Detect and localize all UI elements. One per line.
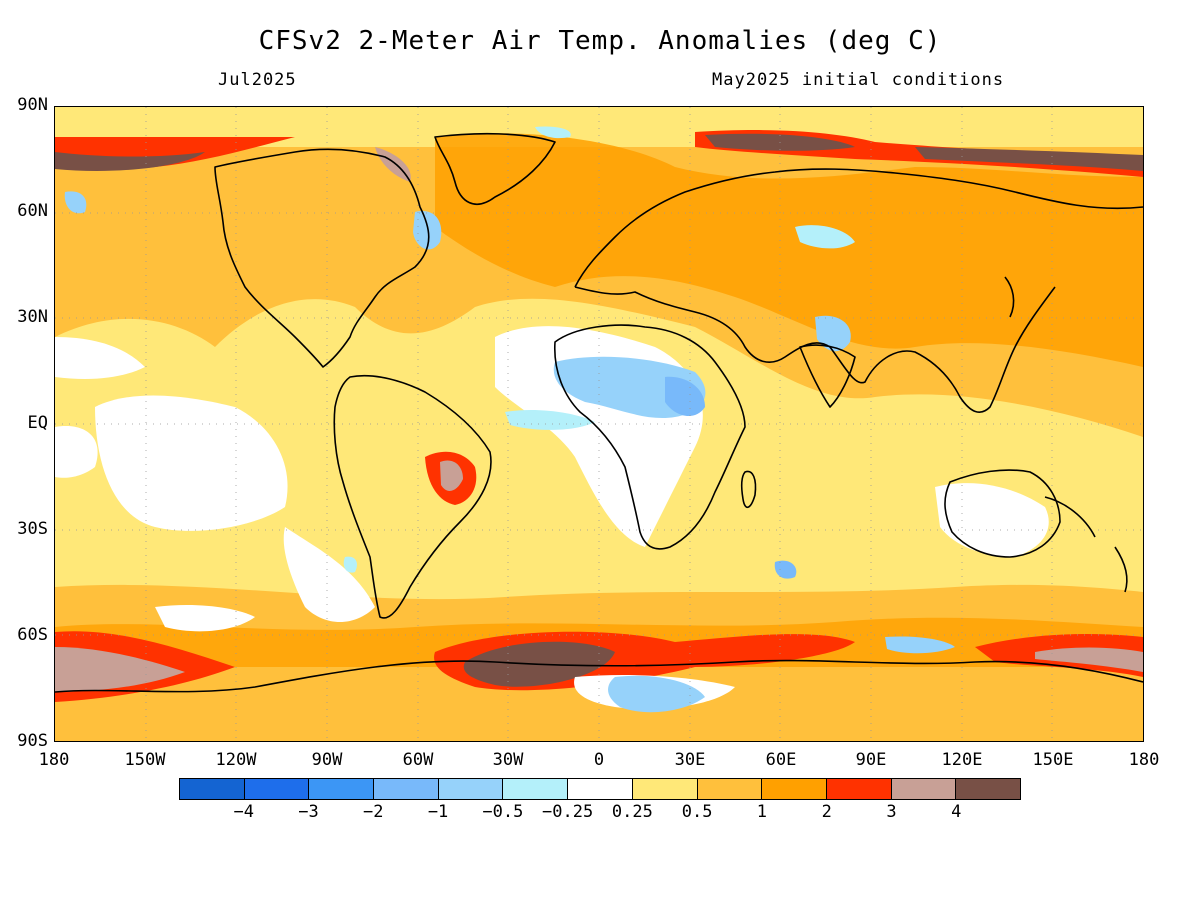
lon-label-30w: 30W [492,750,524,770]
colorbar-swatch [180,779,245,799]
lat-label-90s: 90S [17,731,48,751]
colorbar [179,778,1021,800]
colorbar-label: −0.5 [482,802,524,822]
lon-label-90w: 90W [311,750,343,770]
lon-label-120w: 120W [215,750,257,770]
colorbar-label: −1 [427,802,449,822]
lat-label-90n: 90N [17,95,48,115]
lon-label-0: 0 [593,750,605,770]
lat-label-eq: EQ [27,413,48,433]
colorbar-label: −4 [233,802,255,822]
colorbar-swatch [956,779,1020,799]
lon-label-150e: 150E [1032,750,1074,770]
lon-label-60e: 60E [765,750,797,770]
colorbar-label: −0.25 [542,802,594,822]
colorbar-swatch [503,779,569,799]
lat-label-30s: 30S [17,519,48,539]
lon-label-60w: 60W [402,750,434,770]
colorbar-label: 1 [756,802,768,822]
colorbar-swatch [826,779,892,799]
lon-label-150w: 150W [124,750,166,770]
lon-label-180w: 180 [38,750,70,770]
colorbar-swatch [438,779,504,799]
colorbar-swatch [374,779,439,799]
colorbar-swatch [244,779,310,799]
lon-label-120e: 120E [941,750,983,770]
lon-label-30e: 30E [674,750,706,770]
anomaly-map [54,106,1144,742]
colorbar-swatch [309,779,375,799]
colorbar-swatch [697,779,763,799]
colorbar-swatch [762,779,827,799]
init-conditions-label: May2025 initial conditions [712,70,1005,90]
colorbar-swatch [568,779,633,799]
colorbar-label: 0.25 [611,802,653,822]
colorbar-label: −2 [363,802,384,822]
colorbar-label: 4 [951,802,962,822]
colorbar-swatch [632,779,698,799]
colorbar-label: −3 [298,802,319,822]
anomaly-field [55,107,1143,741]
lat-label-30n: 30N [17,307,48,327]
colorbar-label: 2 [821,802,832,822]
colorbar-label: 0.5 [681,802,713,822]
chart-title: CFSv2 2-Meter Air Temp. Anomalies (deg C… [258,26,942,56]
lon-label-90e: 90E [855,750,887,770]
valid-month-label: Jul2025 [218,70,297,90]
lat-label-60n: 60N [17,201,48,221]
colorbar-label: 3 [886,802,897,822]
lat-label-60s: 60S [17,625,48,645]
lon-label-180e: 180 [1128,750,1160,770]
colorbar-swatch [891,779,957,799]
